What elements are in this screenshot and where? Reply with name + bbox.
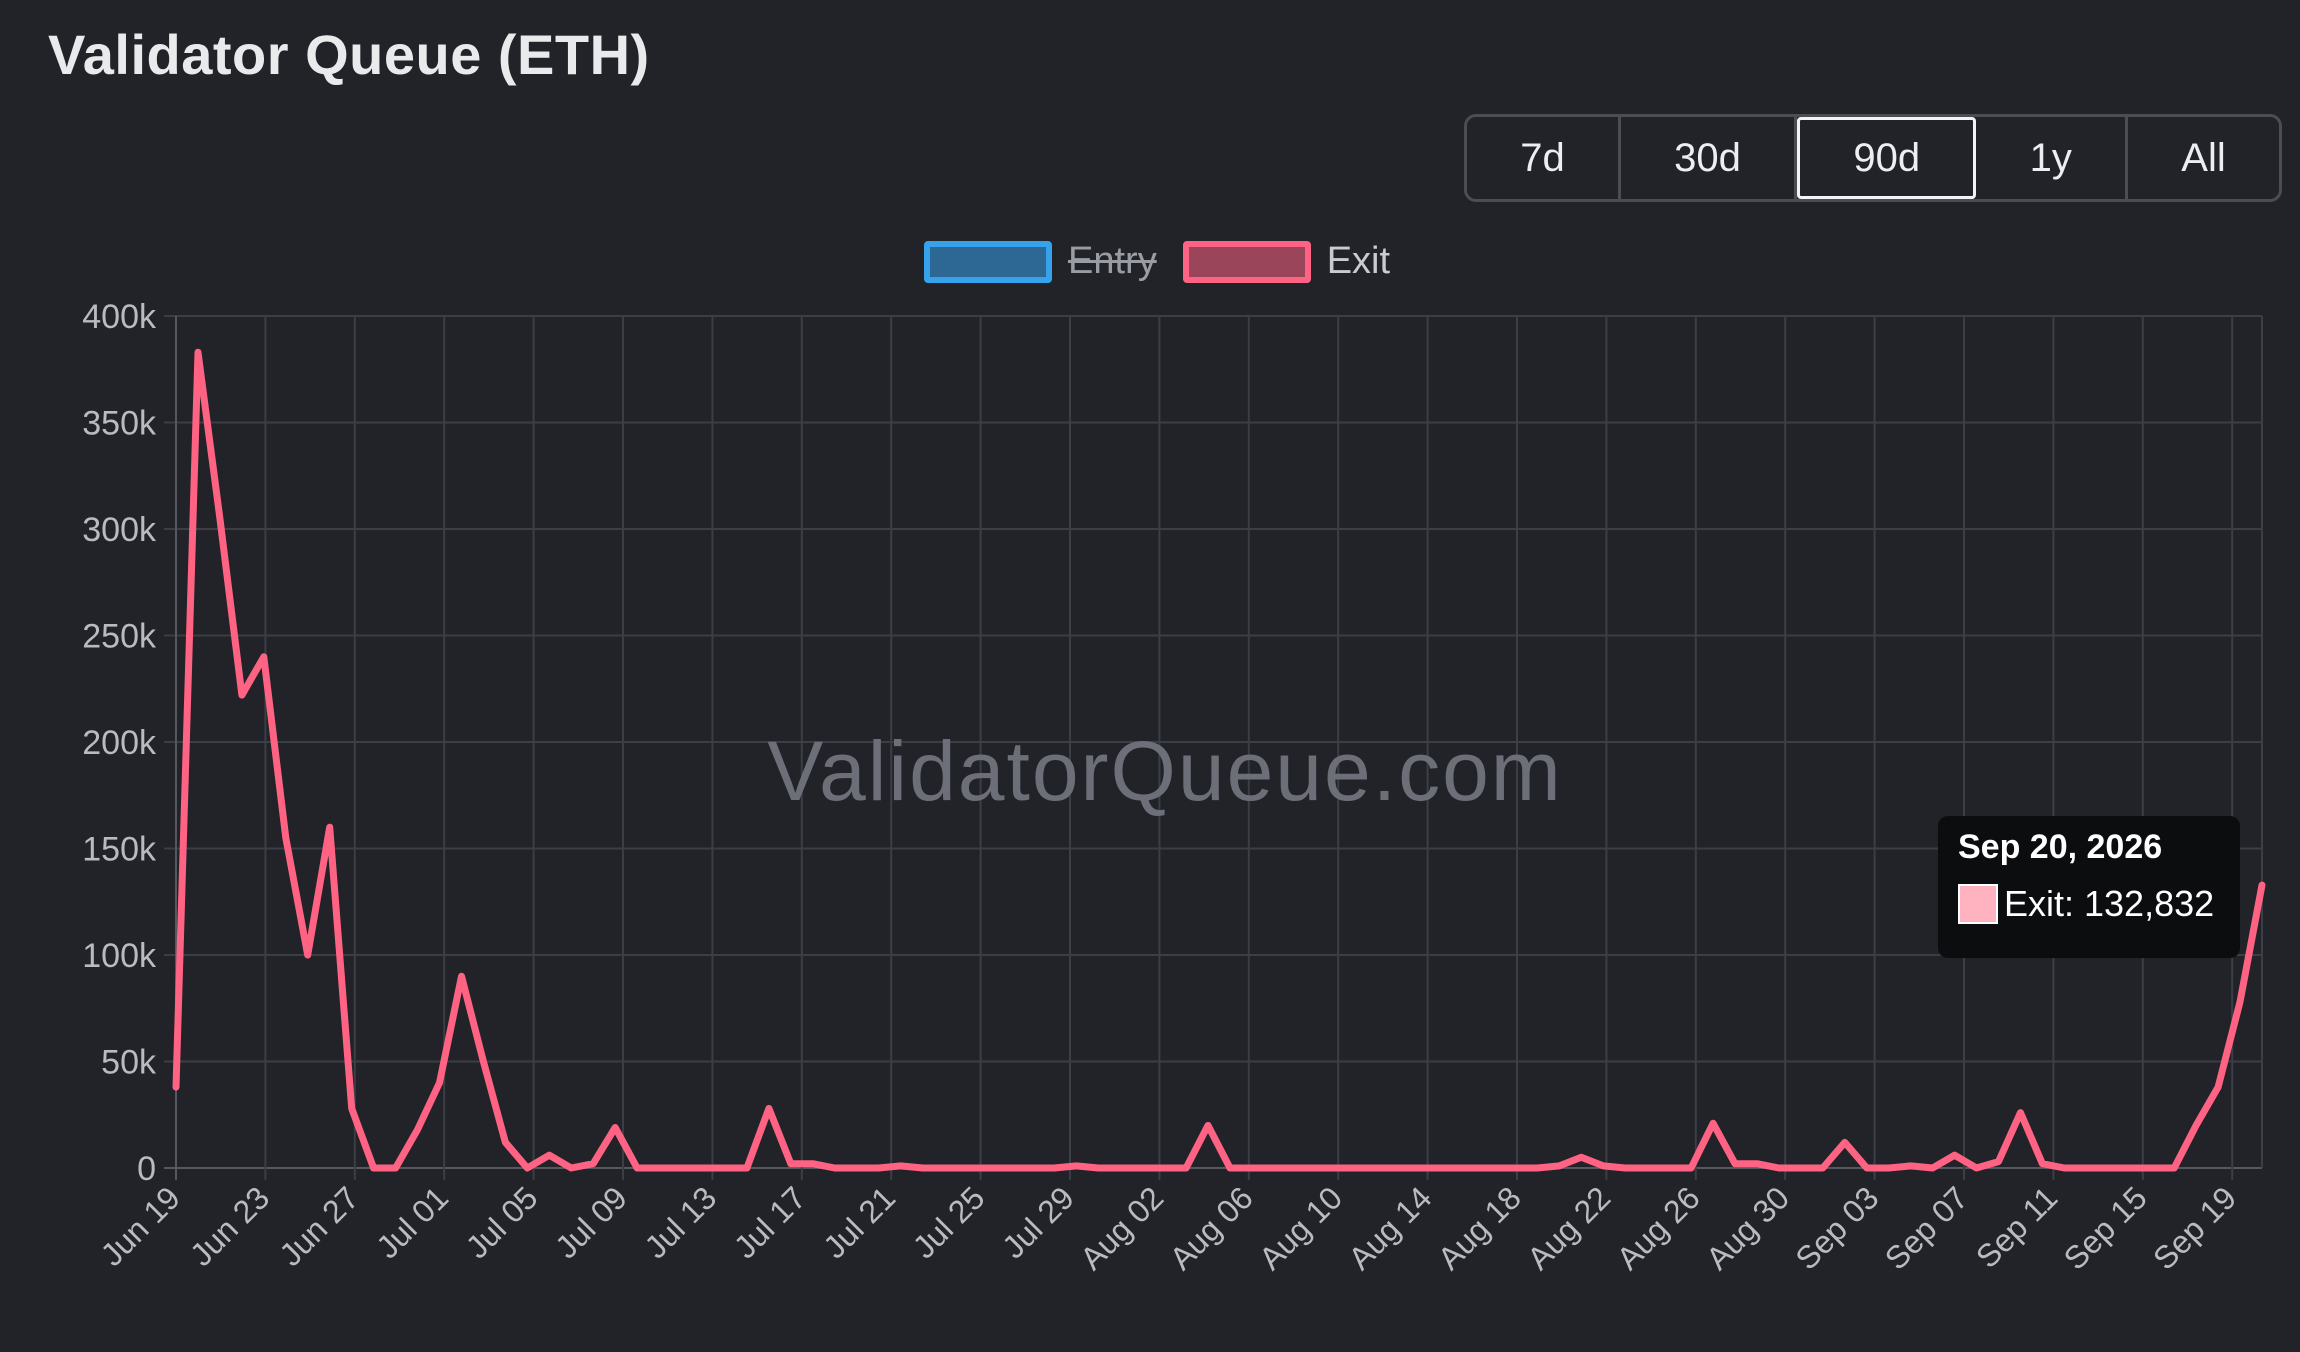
series-layer xyxy=(172,348,2266,1172)
x-tick-label: Sep 07 xyxy=(1878,1179,1975,1276)
y-tick-label: 250k xyxy=(82,618,157,656)
x-tick-label: Aug 26 xyxy=(1610,1179,1707,1276)
legend-label-exit: Exit xyxy=(1326,240,1391,282)
x-tick-label: Jul 05 xyxy=(459,1179,545,1265)
x-tick-label: Jul 13 xyxy=(638,1179,724,1265)
range-button-all[interactable]: All xyxy=(2181,135,2226,180)
y-tick-label: 300k xyxy=(82,511,157,549)
tooltip-row: Exit: 132,832 xyxy=(1958,883,2240,925)
tooltip-date: Sep 20, 2026 xyxy=(1958,828,2163,866)
tooltip-label: Exit: xyxy=(2004,883,2075,924)
time-range-selector: 7d 30d 90d 1y All xyxy=(1464,114,2282,202)
range-button-90d[interactable]: 90d xyxy=(1797,117,1977,199)
tooltip-swatch xyxy=(1958,884,1998,924)
x-tick-label: Jul 01 xyxy=(369,1179,455,1265)
y-tick-label: 150k xyxy=(82,831,157,869)
x-tick-label: Jun 23 xyxy=(183,1179,276,1272)
legend-item-entry[interactable]: Entry xyxy=(924,240,1157,283)
y-tick-label: 0 xyxy=(137,1150,156,1188)
x-tick-label: Aug 22 xyxy=(1520,1179,1617,1276)
legend-swatch-exit xyxy=(1182,240,1311,283)
x-tick-label: Jun 27 xyxy=(272,1179,365,1272)
x-tick-label: Aug 30 xyxy=(1699,1179,1796,1276)
x-tick-label: Jul 29 xyxy=(995,1179,1081,1265)
x-tick-label: Sep 11 xyxy=(1969,1179,2064,1274)
legend-label-entry: Entry xyxy=(1068,240,1157,282)
x-tick-label: Jul 25 xyxy=(906,1179,992,1265)
range-button-1y[interactable]: 1y xyxy=(1976,117,2129,199)
x-tick-label: Sep 19 xyxy=(2146,1179,2243,1276)
y-axis-ticks: 0 50k 100k 150k 200k 250k 300k 350k 400k xyxy=(82,298,157,1188)
chart-grid xyxy=(164,315,2263,1180)
x-tick-label: Aug 14 xyxy=(1341,1179,1438,1276)
x-tick-label: Jun 19 xyxy=(94,1179,187,1272)
watermark: ValidatorQueue.com xyxy=(767,724,1563,818)
x-tick-label: Aug 02 xyxy=(1073,1179,1170,1276)
x-tick-label: Aug 10 xyxy=(1252,1179,1349,1276)
y-tick-label: 200k xyxy=(82,724,157,762)
series-line-exit xyxy=(172,348,2266,1172)
y-tick-label: 400k xyxy=(82,298,157,336)
page-title: Validator Queue (ETH) xyxy=(48,23,650,86)
x-tick-label: Jul 09 xyxy=(548,1179,634,1265)
y-tick-label: 50k xyxy=(101,1044,157,1082)
data-tooltip: Sep 20, 2026 Exit: 132,832 xyxy=(1938,816,2240,958)
range-button-30d[interactable]: 30d xyxy=(1621,117,1798,199)
range-button-7d[interactable]: 7d xyxy=(1467,117,1621,199)
legend-item-exit[interactable]: Exit xyxy=(1182,240,1391,283)
x-tick-label: Sep 03 xyxy=(1788,1179,1885,1276)
tooltip-value: 132,832 xyxy=(2084,883,2215,924)
y-tick-label: 350k xyxy=(82,405,157,443)
x-tick-label: Sep 15 xyxy=(2057,1179,2154,1276)
chart-legend: Entry Exit xyxy=(924,240,1416,283)
x-tick-label: Aug 18 xyxy=(1431,1179,1528,1276)
x-tick-label: Aug 06 xyxy=(1163,1179,1260,1276)
x-tick-label: Jul 17 xyxy=(727,1179,813,1265)
legend-swatch-entry xyxy=(924,240,1052,283)
x-tick-label: Jul 21 xyxy=(816,1179,902,1265)
y-tick-label: 100k xyxy=(82,937,157,975)
